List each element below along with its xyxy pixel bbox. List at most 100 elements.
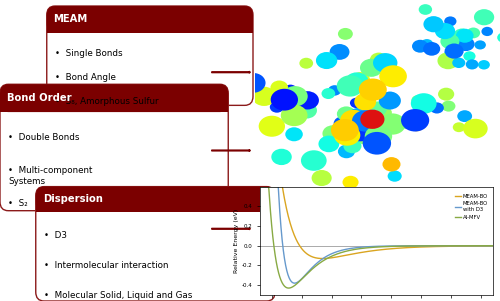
Bar <box>36 199 275 212</box>
Circle shape <box>354 93 376 110</box>
Circle shape <box>360 110 384 129</box>
Circle shape <box>301 150 326 171</box>
Circle shape <box>337 106 355 121</box>
Circle shape <box>456 29 473 43</box>
Circle shape <box>442 101 456 112</box>
Circle shape <box>379 92 401 110</box>
Circle shape <box>360 104 374 115</box>
Circle shape <box>270 101 284 113</box>
Circle shape <box>440 34 460 49</box>
Text: •  Single Bonds: • Single Bonds <box>55 48 122 57</box>
Circle shape <box>316 52 338 69</box>
Circle shape <box>344 139 361 153</box>
Circle shape <box>360 59 382 77</box>
Circle shape <box>380 65 407 87</box>
Circle shape <box>338 144 355 158</box>
Text: •  Double Bonds: • Double Bonds <box>8 133 80 142</box>
Circle shape <box>359 79 387 101</box>
Circle shape <box>453 122 465 132</box>
Circle shape <box>364 125 392 147</box>
Circle shape <box>376 107 392 119</box>
Circle shape <box>438 88 454 101</box>
Text: •  Molecular Solid, Liquid and Gas
Phases: • Molecular Solid, Liquid and Gas Phases <box>44 290 193 301</box>
Text: •  Intermolecular interaction: • Intermolecular interaction <box>44 261 168 270</box>
Text: •  S₂: • S₂ <box>8 199 28 208</box>
Circle shape <box>362 132 391 155</box>
Circle shape <box>401 109 429 132</box>
Circle shape <box>352 110 378 132</box>
Circle shape <box>438 52 458 69</box>
Text: MEAM: MEAM <box>54 14 88 24</box>
Circle shape <box>379 113 406 135</box>
Circle shape <box>284 85 297 95</box>
Circle shape <box>350 98 363 108</box>
Text: Bond Order: Bond Order <box>7 93 71 103</box>
Circle shape <box>412 40 428 53</box>
Circle shape <box>478 60 490 70</box>
Circle shape <box>464 51 475 61</box>
Circle shape <box>444 43 464 59</box>
Circle shape <box>482 27 493 36</box>
Circle shape <box>312 170 332 186</box>
Circle shape <box>282 86 308 107</box>
Y-axis label: Relative Energy (eV): Relative Energy (eV) <box>234 209 239 273</box>
Text: •  Multi-component
Systems: • Multi-component Systems <box>8 166 92 186</box>
Circle shape <box>457 37 474 51</box>
Circle shape <box>424 16 444 32</box>
Circle shape <box>368 101 387 116</box>
Circle shape <box>348 108 369 125</box>
Circle shape <box>466 27 480 38</box>
Circle shape <box>454 29 470 42</box>
Circle shape <box>296 102 317 119</box>
Circle shape <box>430 102 444 113</box>
Circle shape <box>444 47 459 59</box>
FancyBboxPatch shape <box>47 6 253 105</box>
Circle shape <box>381 92 399 106</box>
FancyBboxPatch shape <box>0 84 228 211</box>
Circle shape <box>382 157 400 172</box>
Text: Dispersion: Dispersion <box>42 194 102 204</box>
FancyBboxPatch shape <box>47 6 253 33</box>
Circle shape <box>458 39 470 48</box>
Circle shape <box>334 125 360 146</box>
Circle shape <box>466 59 478 70</box>
Circle shape <box>474 40 486 49</box>
Circle shape <box>410 120 424 131</box>
Circle shape <box>322 88 335 99</box>
Circle shape <box>444 17 456 26</box>
FancyBboxPatch shape <box>36 187 275 301</box>
Circle shape <box>420 39 434 49</box>
Text: •  D3: • D3 <box>44 231 67 240</box>
Circle shape <box>452 57 466 68</box>
Circle shape <box>258 116 285 137</box>
Circle shape <box>272 149 292 165</box>
Circle shape <box>458 110 472 122</box>
Bar <box>0 98 228 112</box>
Circle shape <box>337 75 363 97</box>
Bar <box>47 20 253 33</box>
FancyBboxPatch shape <box>36 187 275 212</box>
Circle shape <box>411 93 436 114</box>
FancyBboxPatch shape <box>0 84 228 112</box>
Circle shape <box>388 170 402 182</box>
Circle shape <box>400 118 413 129</box>
Text: •  Bond Angle: • Bond Angle <box>55 73 116 82</box>
Circle shape <box>364 86 376 96</box>
Circle shape <box>328 85 341 96</box>
Circle shape <box>318 136 340 152</box>
Circle shape <box>252 87 276 106</box>
Legend: MEAM-BO, MEAM-BO
with D3, AI-MFV: MEAM-BO, MEAM-BO with D3, AI-MFV <box>452 191 490 222</box>
Circle shape <box>281 105 307 126</box>
Circle shape <box>474 9 494 25</box>
Circle shape <box>286 127 303 141</box>
Circle shape <box>423 42 440 56</box>
Circle shape <box>348 122 372 141</box>
Circle shape <box>412 95 424 105</box>
Circle shape <box>331 119 358 141</box>
Circle shape <box>497 33 500 43</box>
Circle shape <box>340 110 366 131</box>
Circle shape <box>240 73 266 93</box>
Circle shape <box>270 89 298 110</box>
Circle shape <box>338 28 353 40</box>
Circle shape <box>330 44 349 60</box>
